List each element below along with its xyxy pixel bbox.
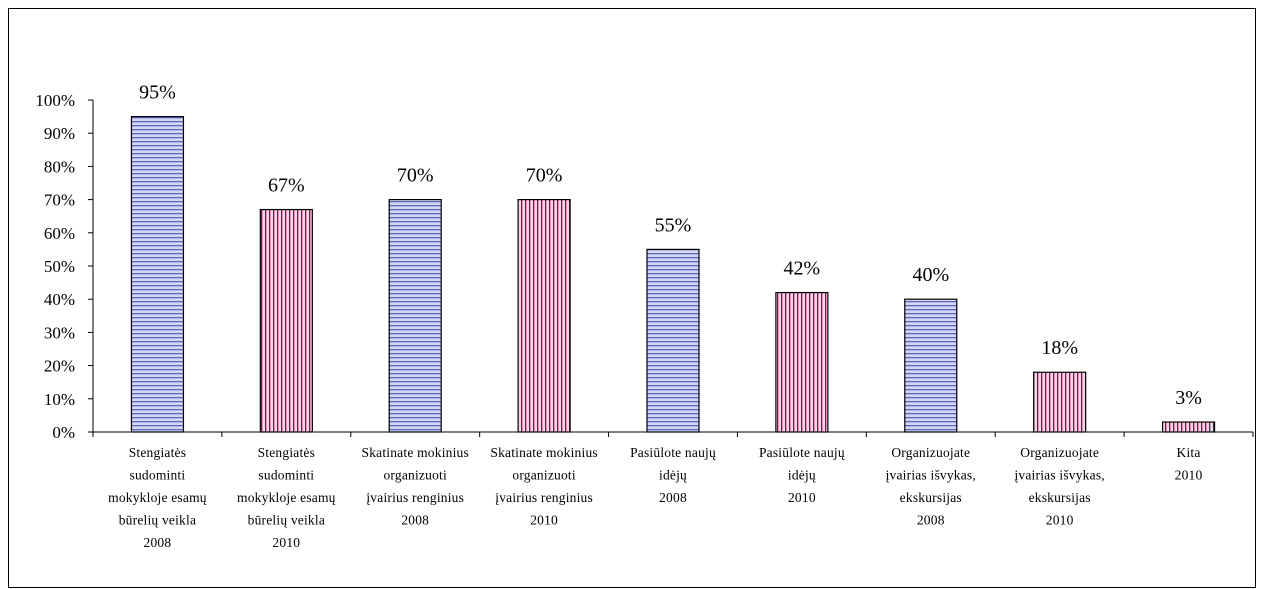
category-label-line: įvairius renginius xyxy=(366,490,464,505)
category-label-line: Kita xyxy=(1177,445,1201,460)
bar xyxy=(1033,371,1087,433)
category-label: Stengiatės sudominti mokykloje esamų būreli… xyxy=(237,445,336,550)
category-label: Stengiatės sudominti mokykloje esamų būreli… xyxy=(108,445,207,550)
data-label: 18% xyxy=(1041,337,1078,359)
category-label-line: įvairias išvykas, xyxy=(1014,468,1104,483)
category-label: Pasiūlote naujų idėjų 2008 xyxy=(630,445,716,505)
category-label-line: mokykloje esamų xyxy=(108,490,207,505)
bar xyxy=(646,248,700,433)
bar xyxy=(904,298,958,433)
category-label-line: organizuoti xyxy=(512,468,575,483)
category-label: Organizuojate įvairias išvykas, ekskursija… xyxy=(886,445,976,528)
category-label-line: būrelių veikla xyxy=(119,513,196,528)
y-tick-label: 90% xyxy=(44,124,75,143)
data-label: 67% xyxy=(268,175,305,197)
category-label: Kita 2010 xyxy=(1175,445,1203,483)
bar-chart: 0% 10% 20% 30% 40% 50% 60% 70% 80% 90% 100% 95% 67%… xyxy=(35,82,1254,550)
y-tick-label: 10% xyxy=(44,390,75,409)
bar xyxy=(130,115,185,433)
y-tick-label: 0% xyxy=(52,423,75,442)
y-tick-label: 100% xyxy=(35,91,75,110)
category-label-line: 2008 xyxy=(917,513,945,528)
category-label-line: 2010 xyxy=(1175,468,1203,483)
bar xyxy=(1161,421,1216,433)
category-label-line: 2010 xyxy=(1046,513,1074,528)
y-tick-label: 60% xyxy=(44,224,75,243)
data-label: 70% xyxy=(397,165,434,187)
y-tick-label: 80% xyxy=(44,157,75,176)
category-label-line: Skatinate mokinius xyxy=(490,445,597,460)
data-label: 55% xyxy=(655,214,692,236)
category-label-line: įvairias išvykas, xyxy=(886,468,976,483)
data-label: 70% xyxy=(526,165,563,187)
category-label-line: ekskursijas xyxy=(900,490,962,505)
category-label-line: įvairius renginius xyxy=(495,490,593,505)
category-label-line: Pasiūlote naujų xyxy=(759,445,845,460)
category-label-line: 2008 xyxy=(144,535,172,550)
bar xyxy=(775,291,829,433)
y-tick-label: 20% xyxy=(44,357,75,376)
category-label-line: Stengiatės xyxy=(258,445,316,460)
category-label: Skatinate mokinius organizuoti įvairius re… xyxy=(490,445,597,528)
y-tick-label: 30% xyxy=(44,323,75,342)
category-label-line: sudominti xyxy=(258,468,314,483)
data-label: 42% xyxy=(784,258,821,280)
category-label-line: 2008 xyxy=(659,490,687,505)
category-label: Pasiūlote naujų idėjų 2010 xyxy=(759,445,845,505)
category-label-line: organizuoti xyxy=(383,468,446,483)
category-label-line: būrelių veikla xyxy=(248,513,325,528)
data-label: 40% xyxy=(912,264,949,286)
category-label: Skatinate mokinius organizuoti įvairius re… xyxy=(361,445,468,528)
data-label: 3% xyxy=(1175,387,1202,409)
category-label-line: Organizuojate xyxy=(1020,445,1099,460)
bar xyxy=(517,199,571,433)
category-label-line: 2008 xyxy=(401,513,429,528)
category-label: Organizuojate įvairias išvykas, ekskursija… xyxy=(1014,445,1104,528)
data-label: 95% xyxy=(139,82,176,104)
category-label-line: 2010 xyxy=(788,490,816,505)
axes: 0% 10% 20% 30% 40% 50% 60% 70% 80% 90% 100% xyxy=(35,91,1254,442)
category-label-line: Organizuojate xyxy=(891,445,970,460)
category-label-line: Pasiūlote naujų xyxy=(630,445,716,460)
category-label-line: idėjų xyxy=(659,468,687,483)
bar xyxy=(388,199,442,433)
y-tick-label: 50% xyxy=(44,257,75,276)
category-label-line: 2010 xyxy=(530,513,558,528)
y-tick-label: 40% xyxy=(44,290,75,309)
category-label-line: ekskursijas xyxy=(1029,490,1091,505)
category-label-line: Skatinate mokinius xyxy=(361,445,468,460)
bar xyxy=(259,208,313,433)
data-labels: 95% 67% 70% 70% 55% 42% 40% 18% 3% xyxy=(139,82,1202,409)
category-label-line: mokykloje esamų xyxy=(237,490,336,505)
category-labels: Stengiatės sudominti mokykloje esamų būreli… xyxy=(108,445,1202,550)
chart-frame: 0% 10% 20% 30% 40% 50% 60% 70% 80% 90% 100% 95% 67%… xyxy=(8,8,1256,588)
category-label-line: Stengiatės xyxy=(129,445,187,460)
bars xyxy=(130,115,1216,433)
category-label-line: 2010 xyxy=(272,535,300,550)
y-tick-label: 70% xyxy=(44,191,75,210)
category-label-line: idėjų xyxy=(788,468,816,483)
category-label-line: sudominti xyxy=(130,468,186,483)
